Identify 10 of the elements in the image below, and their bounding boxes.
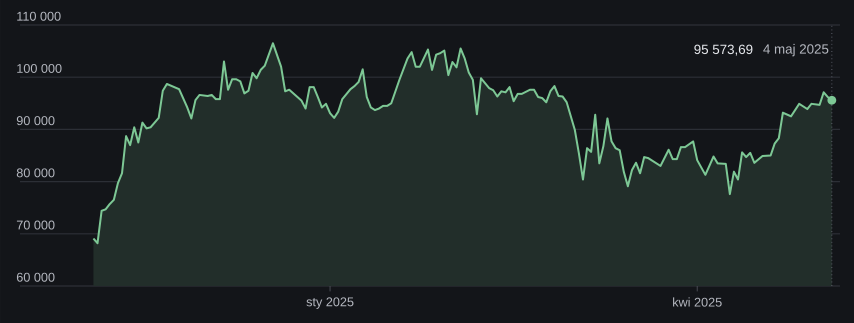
annotation: 4 maj 2025 xyxy=(763,44,828,56)
annotation: 95 573,69 xyxy=(694,44,752,56)
y-tick-label: 80 000 xyxy=(16,168,54,178)
y-tick-label: 90 000 xyxy=(16,116,54,126)
y-tick-label: 60 000 xyxy=(16,272,54,282)
x-tick-label: kwi 2025 xyxy=(673,297,722,307)
x-tick-label: sty 2025 xyxy=(306,297,354,309)
y-tick-label: 70 000 xyxy=(16,220,54,230)
y-tick-label: 110 000 xyxy=(17,12,61,21)
y-tick-label: 100 000 xyxy=(17,64,62,73)
